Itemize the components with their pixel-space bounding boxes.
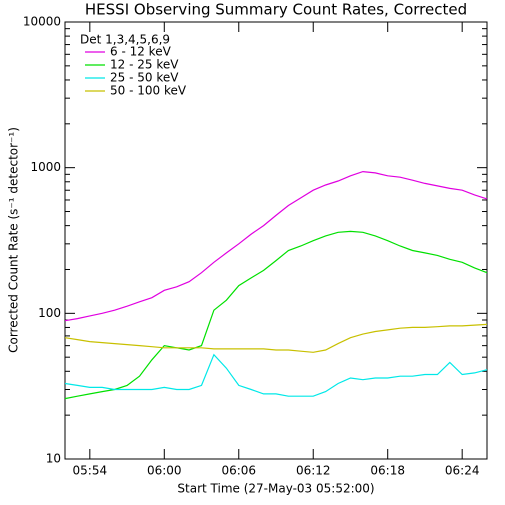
legend-label: 12 - 25 keV xyxy=(110,58,179,72)
x-tick-label: 06:24 xyxy=(445,464,480,478)
y-tick-label: 100 xyxy=(38,306,61,320)
series-line xyxy=(64,323,488,353)
y-tick-label: 1000 xyxy=(30,160,61,174)
x-tick-label: 06:12 xyxy=(296,464,331,478)
x-tick-label: 06:18 xyxy=(370,464,405,478)
series-line xyxy=(64,230,488,400)
x-tick-label: 06:06 xyxy=(221,464,256,478)
x-tick-label: 05:54 xyxy=(73,464,108,478)
legend-label: 25 - 50 keV xyxy=(110,71,179,85)
legend-label: 6 - 12 keV xyxy=(110,45,172,59)
series-line xyxy=(64,353,488,397)
legend-label: 50 - 100 keV xyxy=(110,84,187,98)
x-axis-label: Start Time (27-May-03 05:52:00) xyxy=(177,482,374,496)
y-tick-label: 10000 xyxy=(23,15,61,29)
x-tick-label: 06:00 xyxy=(147,464,182,478)
legend-title: Det 1,3,4,5,6,9 xyxy=(80,33,170,47)
series-line xyxy=(64,170,488,322)
chart-title: HESSI Observing Summary Count Rates, Cor… xyxy=(85,1,467,19)
y-tick-label: 10 xyxy=(46,452,61,466)
y-axis-label: Corrected Count Rate (s⁻¹ detector⁻¹) xyxy=(7,127,21,353)
plot-frame xyxy=(64,21,488,460)
